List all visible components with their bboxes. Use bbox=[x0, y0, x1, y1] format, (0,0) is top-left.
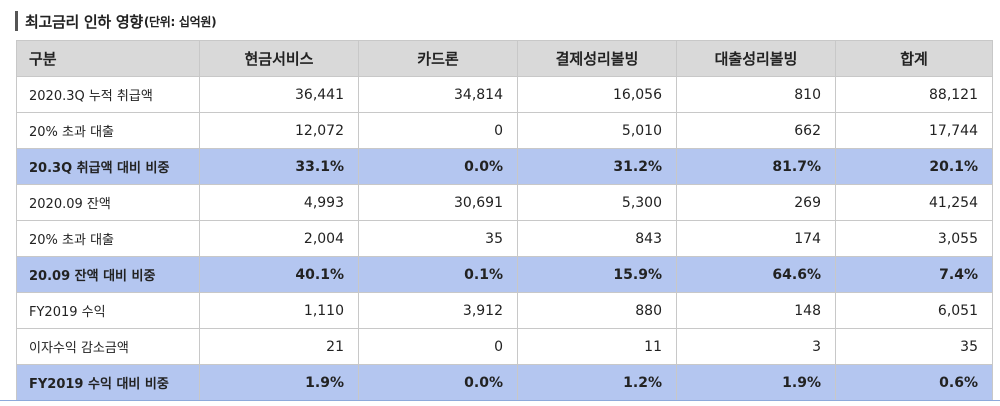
table-row-ratio: 20.3Q 취급액 대비 비중 33.1% 0.0% 31.2% 81.7% 20.1% bbox=[16, 148, 993, 185]
table-cell: 1,110 bbox=[199, 292, 359, 329]
table-cell: 0 bbox=[358, 112, 518, 149]
page-title: 최고금리 인하 영향 (단위: 십억원) bbox=[15, 9, 217, 33]
table-cell: 15.9% bbox=[517, 256, 677, 293]
title-accent-bar bbox=[15, 11, 18, 31]
header-loan-revolving: 대출성리볼빙 bbox=[676, 40, 836, 77]
table-cell: 3,912 bbox=[358, 292, 518, 329]
table-row: 이자수익 감소금액 21 0 11 3 35 bbox=[16, 328, 993, 365]
table-cell: 7.4% bbox=[835, 256, 993, 293]
table-cell: 5,300 bbox=[517, 184, 677, 221]
table-cell: 16,056 bbox=[517, 76, 677, 113]
table-cell: 34,814 bbox=[358, 76, 518, 113]
header-cash-service: 현금서비스 bbox=[199, 40, 359, 77]
table-cell: 3 bbox=[676, 328, 836, 365]
table-cell: 2,004 bbox=[199, 220, 359, 257]
bottom-divider bbox=[0, 400, 1000, 401]
header-payment-revolving: 결제성리볼빙 bbox=[517, 40, 677, 77]
row-label: 20% 초과 대출 bbox=[16, 112, 200, 149]
row-label: 20.3Q 취급액 대비 비중 bbox=[16, 148, 200, 185]
table-cell: 30,691 bbox=[358, 184, 518, 221]
table-cell: 1.9% bbox=[199, 364, 359, 401]
table-row: 20% 초과 대출 12,072 0 5,010 662 17,744 bbox=[16, 112, 993, 149]
table-cell: 0 bbox=[358, 328, 518, 365]
row-label: 2020.09 잔액 bbox=[16, 184, 200, 221]
table-cell: 31.2% bbox=[517, 148, 677, 185]
table-row-ratio: 20.09 잔액 대비 비중 40.1% 0.1% 15.9% 64.6% 7.4% bbox=[16, 256, 993, 293]
table-cell: 41,254 bbox=[835, 184, 993, 221]
table-row-ratio: FY2019 수익 대비 비중 1.9% 0.0% 1.2% 1.9% 0.6% bbox=[16, 364, 993, 401]
table-cell: 88,121 bbox=[835, 76, 993, 113]
table-row: FY2019 수익 1,110 3,912 880 148 6,051 bbox=[16, 292, 993, 329]
table-cell: 4,993 bbox=[199, 184, 359, 221]
table-row: 20% 초과 대출 2,004 35 843 174 3,055 bbox=[16, 220, 993, 257]
table-cell: 810 bbox=[676, 76, 836, 113]
table-cell: 6,051 bbox=[835, 292, 993, 329]
header-card-loan: 카드론 bbox=[358, 40, 518, 77]
table-cell: 21 bbox=[199, 328, 359, 365]
table-cell: 662 bbox=[676, 112, 836, 149]
rate-impact-table: 구분 현금서비스 카드론 결제성리볼빙 대출성리볼빙 합계 2020.3Q 누적… bbox=[16, 40, 993, 401]
table-cell: 148 bbox=[676, 292, 836, 329]
row-label: 20% 초과 대출 bbox=[16, 220, 200, 257]
row-label: 이자수익 감소금액 bbox=[16, 328, 200, 365]
table-row: 2020.3Q 누적 취급액 36,441 34,814 16,056 810 88,12… bbox=[16, 76, 993, 113]
table-cell: 11 bbox=[517, 328, 677, 365]
table-cell: 3,055 bbox=[835, 220, 993, 257]
table-cell: 20.1% bbox=[835, 148, 993, 185]
row-label: FY2019 수익 bbox=[16, 292, 200, 329]
table-header-row: 구분 현금서비스 카드론 결제성리볼빙 대출성리볼빙 합계 bbox=[16, 40, 993, 77]
table-cell: 5,010 bbox=[517, 112, 677, 149]
table-cell: 17,744 bbox=[835, 112, 993, 149]
table-cell: 12,072 bbox=[199, 112, 359, 149]
table-cell: 174 bbox=[676, 220, 836, 257]
header-category: 구분 bbox=[16, 40, 200, 77]
table-cell: 35 bbox=[835, 328, 993, 365]
table-cell: 843 bbox=[517, 220, 677, 257]
table-cell: 40.1% bbox=[199, 256, 359, 293]
table-cell: 0.0% bbox=[358, 148, 518, 185]
header-total: 합계 bbox=[835, 40, 993, 77]
table-cell: 269 bbox=[676, 184, 836, 221]
title-unit: (단위: 십억원) bbox=[143, 14, 217, 29]
table-cell: 0.0% bbox=[358, 364, 518, 401]
table-cell: 880 bbox=[517, 292, 677, 329]
table-cell: 81.7% bbox=[676, 148, 836, 185]
table-cell: 1.9% bbox=[676, 364, 836, 401]
title-text: 최고금리 인하 영향 bbox=[25, 12, 143, 31]
table-cell: 36,441 bbox=[199, 76, 359, 113]
table-row: 2020.09 잔액 4,993 30,691 5,300 269 41,254 bbox=[16, 184, 993, 221]
table-cell: 35 bbox=[358, 220, 518, 257]
table-cell: 33.1% bbox=[199, 148, 359, 185]
table-cell: 0.6% bbox=[835, 364, 993, 401]
table-cell: 64.6% bbox=[676, 256, 836, 293]
row-label: FY2019 수익 대비 비중 bbox=[16, 364, 200, 401]
row-label: 20.09 잔액 대비 비중 bbox=[16, 256, 200, 293]
row-label: 2020.3Q 누적 취급액 bbox=[16, 76, 200, 113]
table-cell: 1.2% bbox=[517, 364, 677, 401]
table-cell: 0.1% bbox=[358, 256, 518, 293]
